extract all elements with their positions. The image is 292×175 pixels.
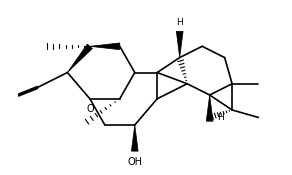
Polygon shape — [176, 31, 183, 58]
Text: OH: OH — [127, 157, 142, 167]
Text: O: O — [86, 104, 94, 114]
Text: H: H — [217, 113, 224, 122]
Text: H: H — [176, 18, 183, 27]
Polygon shape — [67, 44, 92, 72]
Polygon shape — [90, 43, 120, 50]
Polygon shape — [206, 95, 213, 121]
Polygon shape — [131, 125, 138, 151]
